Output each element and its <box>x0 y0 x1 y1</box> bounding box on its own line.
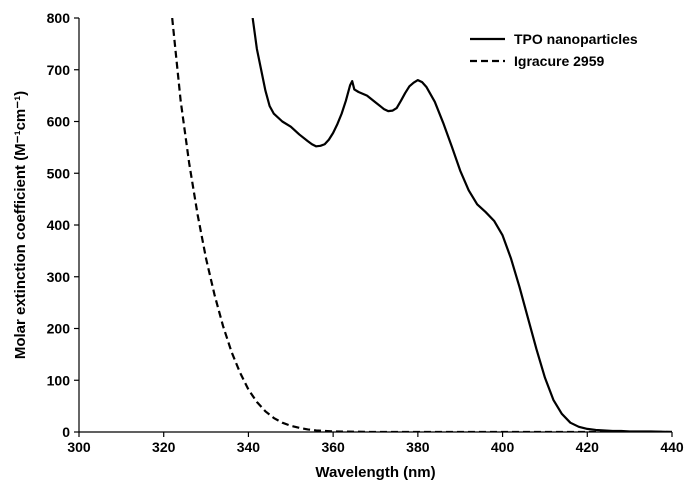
y-tick-label-700: 700 <box>47 62 71 78</box>
x-tick-label-400: 400 <box>491 439 515 455</box>
x-tick-label-420: 420 <box>576 439 600 455</box>
y-axis-title: Molar extinction coefficient (M⁻¹cm⁻¹) <box>12 91 29 359</box>
y-tick-label-300: 300 <box>47 269 71 285</box>
legend-label-igracure: Igracure 2959 <box>514 53 604 69</box>
y-tick-label-600: 600 <box>47 114 71 130</box>
axis-lines <box>78 18 672 433</box>
legend-label-tpo: TPO nanoparticles <box>514 31 638 47</box>
x-tick-label-380: 380 <box>406 439 430 455</box>
axes: 300 320 340 360 380 400 420 440 0 100 200 300 400 500… <box>47 10 684 455</box>
y-tick-label-500: 500 <box>47 165 71 181</box>
x-tick-label-340: 340 <box>237 439 261 455</box>
series-line-1 <box>171 18 672 432</box>
series-line-0 <box>251 18 672 432</box>
y-tick-label-800: 800 <box>47 10 71 26</box>
y-tick-label-200: 200 <box>47 321 71 337</box>
y-tick-label-400: 400 <box>47 217 71 233</box>
x-tick-label-320: 320 <box>152 439 176 455</box>
plot-area <box>171 18 672 432</box>
x-tick-label-440: 440 <box>660 439 684 455</box>
y-tick-label-0: 0 <box>62 424 70 440</box>
x-tick-label-300: 300 <box>67 439 91 455</box>
x-tick-label-360: 360 <box>321 439 345 455</box>
x-axis-title: Wavelength (nm) <box>315 464 435 480</box>
legend: TPO nanoparticles Igracure 2959 <box>470 31 638 69</box>
y-tick-label-100: 100 <box>47 372 71 388</box>
